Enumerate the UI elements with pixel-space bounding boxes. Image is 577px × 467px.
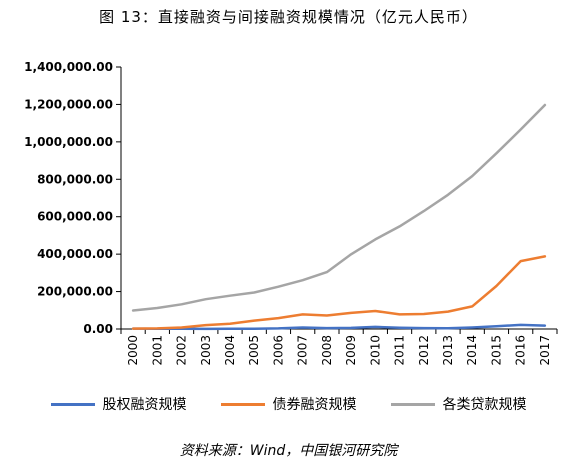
x-tick-label: 2011: [393, 335, 407, 366]
x-tick-label: 2007: [296, 335, 310, 366]
line-chart: 0.00 200,000.00 400,000.00 600,000.00 800,00…: [24, 60, 558, 366]
x-tick-label: 2006: [271, 335, 285, 366]
x-tick-label: 2017: [538, 335, 552, 366]
legend-item-bond: 债券融资规模: [220, 394, 357, 414]
y-tick-label: 400,000.00: [37, 247, 113, 261]
y-tick-label: 1,000,000.00: [24, 135, 113, 149]
source-note: 资料来源：Wind，中国银河研究院: [179, 443, 398, 459]
y-tick-label: 800,000.00: [37, 172, 113, 186]
x-tick-label: 2015: [489, 335, 503, 366]
y-tick-label: 200,000.00: [37, 285, 113, 299]
series-line-3: [131, 103, 547, 312]
legend-label-bond: 债券融资规模: [272, 397, 357, 413]
legend-item-loan: 各类贷款规模: [390, 394, 527, 414]
legend-swatch-bond: [220, 402, 265, 406]
x-tick-label: 2005: [247, 335, 261, 366]
y-tick-label: 0.00: [83, 322, 113, 336]
x-tick-label: 2008: [320, 335, 334, 366]
legend: 股权融资规模 债券融资规模 各类贷款规模: [0, 394, 577, 414]
legend-label-equity: 股权融资规模: [102, 397, 187, 413]
x-tick-label: 2013: [441, 335, 455, 366]
chart-title: 图 13：直接融资与间接融资规模情况（亿元人民币）: [99, 8, 478, 26]
y-tick-label: 600,000.00: [37, 210, 113, 224]
legend-item-equity: 股权融资规模: [50, 394, 187, 414]
x-tick-label: 2003: [199, 335, 213, 366]
legend-swatch-loan: [390, 402, 435, 406]
x-tick-label: 2012: [417, 335, 431, 366]
legend-label-loan: 各类贷款规模: [442, 397, 527, 413]
x-tick-label: 2000: [126, 335, 140, 366]
x-tick-label: 2009: [344, 335, 358, 366]
x-tick-label: 2014: [465, 335, 479, 366]
series-line-2: [131, 255, 547, 330]
y-tick-label: 1,200,000.00: [24, 97, 113, 111]
x-tick-label: 2001: [150, 335, 164, 366]
y-tick-label: 1,400,000.00: [24, 60, 113, 74]
series-line-1: [131, 323, 547, 331]
x-tick-label: 2004: [223, 335, 237, 366]
x-tick-label: 2010: [368, 335, 382, 366]
x-tick-label: 2002: [175, 335, 189, 366]
legend-swatch-equity: [50, 402, 95, 406]
x-tick-label: 2016: [514, 335, 528, 366]
